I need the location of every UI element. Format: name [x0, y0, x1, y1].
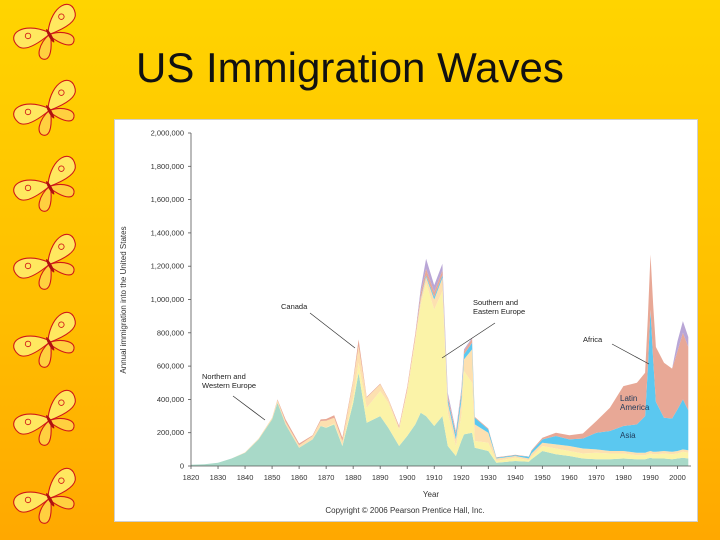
x-tick-label: 1970: [588, 473, 605, 482]
x-tick-label: 1900: [399, 473, 416, 482]
annotation-line: America: [620, 403, 650, 412]
y-tick-label: 2,000,000: [151, 129, 184, 138]
annotation-line: Africa: [583, 335, 603, 344]
x-tick-label: 1980: [615, 473, 632, 482]
annotation-leader: [309, 312, 356, 349]
annotation-label: Northern and Western Europe: [202, 372, 256, 390]
y-tick-label: 400,000: [157, 395, 184, 404]
y-tick-label: 0: [180, 462, 184, 471]
x-tick-label: 1880: [345, 473, 362, 482]
x-tick-label: 1890: [372, 473, 389, 482]
butterfly-icon: [10, 230, 90, 299]
area-southern-and-eastern-europe: [191, 282, 689, 465]
area-northern-and-western-europe: [191, 372, 689, 466]
annotation-line: Canada: [281, 302, 308, 311]
annotation-label: Africa: [583, 335, 603, 344]
x-tick-label: 1940: [507, 473, 524, 482]
butterfly-icon: [10, 464, 90, 533]
butterfly-icon: [10, 308, 90, 377]
annotation-leader: [441, 322, 496, 359]
x-tick-label: 1990: [642, 473, 659, 482]
x-tick-label: 1850: [264, 473, 281, 482]
x-axis-label: Year: [423, 490, 440, 499]
annotation-label: Southern and Eastern Europe: [473, 298, 525, 316]
butterfly-icon: [10, 152, 90, 221]
annotation-line: Southern and: [473, 298, 518, 307]
area-latin-america: [191, 275, 689, 465]
y-tick-label: 1,800,000: [151, 162, 184, 171]
annotation-line: Eastern Europe: [473, 307, 525, 316]
copyright-text: Copyright © 2006 Pearson Prentice Hall, …: [325, 506, 484, 515]
annotation-label: Latin America: [620, 394, 650, 412]
chart-panel: 2,000,000 1,800,000 1,600,000 1,400,000 1,20…: [114, 119, 698, 522]
y-tick-label: 600,000: [157, 362, 184, 371]
x-tick-label: 1950: [534, 473, 551, 482]
x-tick-label: 1930: [480, 473, 497, 482]
y-tick-label: 1,200,000: [151, 262, 184, 271]
slide-title: US Immigration Waves: [136, 44, 564, 91]
annotation-line: Latin: [620, 394, 637, 403]
annotation-leader: [232, 395, 266, 421]
x-tick-label: 1840: [237, 473, 254, 482]
x-tick-label: 2000: [669, 473, 686, 482]
annotation-leader: [611, 343, 650, 365]
x-tick-label: 1910: [426, 473, 443, 482]
y-tick-label: 1,000,000: [151, 295, 184, 304]
y-tick-label: 1,400,000: [151, 228, 184, 237]
annotation-line: Western Europe: [202, 381, 256, 390]
y-axis-label: Annual immigration into the United State…: [119, 226, 128, 373]
x-tick-label: 1860: [291, 473, 308, 482]
annotation-line: Asia: [620, 431, 636, 440]
butterfly-icon: [10, 76, 90, 145]
y-tick-label: 1,600,000: [151, 195, 184, 204]
x-tick-label: 1870: [318, 473, 335, 482]
immigration-chart: 2,000,000 1,800,000 1,600,000 1,400,000 1,20…: [119, 129, 691, 515]
x-tick-label: 1920: [453, 473, 470, 482]
y-tick-label: 200,000: [157, 428, 184, 437]
x-tick-label: 1960: [561, 473, 578, 482]
annotation-label: Asia: [620, 431, 636, 440]
x-tick-label: 1830: [210, 473, 227, 482]
butterfly-border: [10, 0, 90, 533]
annotation-line: Northern and: [202, 372, 246, 381]
butterfly-icon: [10, 0, 90, 69]
x-tick-label: 1820: [183, 473, 200, 482]
annotation-label: Canada: [281, 302, 308, 311]
y-tick-label: 800,000: [157, 328, 184, 337]
butterfly-icon: [10, 386, 90, 455]
